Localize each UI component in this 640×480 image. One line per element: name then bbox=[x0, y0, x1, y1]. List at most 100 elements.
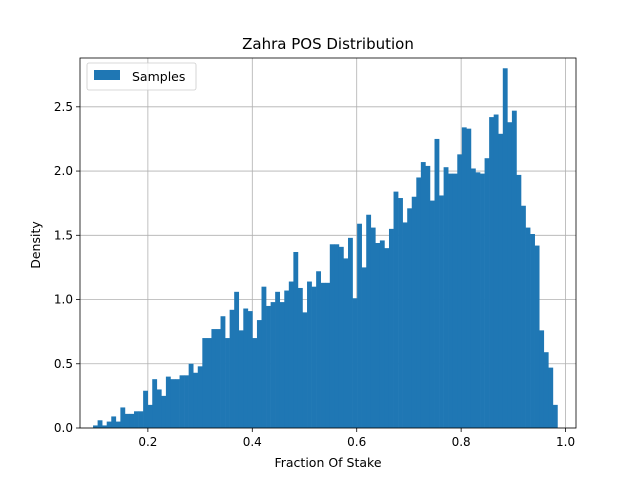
y-tick-label: 0.0 bbox=[54, 421, 73, 435]
histogram-bar bbox=[311, 286, 317, 428]
histogram-bar bbox=[270, 302, 276, 428]
histogram-bar bbox=[366, 214, 372, 428]
histogram-bar bbox=[361, 267, 367, 428]
axes-frame bbox=[79, 57, 577, 429]
histogram-bar bbox=[293, 251, 299, 428]
histogram-bar bbox=[161, 395, 167, 428]
histogram-bar bbox=[120, 407, 126, 428]
histogram-bar bbox=[129, 413, 135, 428]
histogram-bar bbox=[220, 316, 226, 428]
histogram-bar bbox=[97, 420, 103, 428]
histogram-bar bbox=[138, 411, 144, 428]
histogram-bar bbox=[302, 312, 308, 428]
histogram-bar bbox=[152, 379, 158, 428]
histogram-bar bbox=[165, 376, 171, 428]
legend: Samples bbox=[86, 62, 197, 91]
histogram-bar bbox=[457, 154, 463, 428]
histogram-bar bbox=[388, 228, 394, 428]
histogram-bar bbox=[502, 68, 508, 429]
bars-layer bbox=[93, 68, 558, 429]
y-tick-label: 1.0 bbox=[54, 293, 73, 307]
histogram-bar bbox=[379, 240, 385, 428]
histogram-bar bbox=[407, 208, 413, 428]
histogram-bar bbox=[434, 138, 440, 428]
histogram-bar bbox=[325, 282, 331, 428]
histogram-bar bbox=[320, 282, 326, 428]
x-tick-label: 0.2 bbox=[138, 435, 157, 449]
histogram-bar bbox=[252, 338, 258, 428]
histogram-bar bbox=[393, 191, 399, 428]
histogram-bar bbox=[297, 287, 303, 428]
histogram-bar bbox=[452, 173, 458, 428]
histogram-bar bbox=[334, 244, 340, 428]
histogram-bar bbox=[202, 338, 208, 428]
histogram-bar bbox=[197, 366, 203, 428]
histogram-bar bbox=[534, 245, 540, 428]
x-tick-label: 0.8 bbox=[452, 435, 471, 449]
histogram-bar bbox=[484, 158, 490, 429]
histogram-bar bbox=[284, 290, 290, 428]
histogram-bar bbox=[489, 117, 494, 428]
x-tick-label: 0.4 bbox=[243, 435, 262, 449]
histogram-bar bbox=[275, 291, 281, 428]
histogram-bar bbox=[521, 205, 526, 428]
histogram-bar bbox=[288, 281, 294, 428]
histogram-bar bbox=[416, 177, 422, 428]
histogram-bar bbox=[398, 198, 403, 428]
histogram-bar bbox=[343, 258, 349, 428]
y-axis-label: Density bbox=[28, 221, 43, 269]
histogram-bar bbox=[184, 375, 189, 428]
legend-swatch bbox=[94, 70, 120, 80]
histogram-bar bbox=[102, 425, 108, 428]
histogram-bar bbox=[516, 174, 522, 428]
histogram-bar bbox=[370, 227, 376, 428]
histogram-bar bbox=[420, 162, 426, 428]
histogram-bar bbox=[193, 372, 199, 428]
histogram-bar bbox=[179, 375, 185, 428]
histogram-bar bbox=[525, 227, 531, 428]
histogram-bar bbox=[338, 246, 344, 428]
histogram-bar bbox=[115, 421, 121, 428]
histogram-bar bbox=[480, 173, 485, 428]
histogram-bar bbox=[443, 167, 449, 428]
histogram-bar bbox=[279, 302, 285, 428]
histogram-bar bbox=[243, 308, 249, 428]
histogram-bar bbox=[511, 110, 517, 428]
histogram-bar bbox=[206, 338, 212, 428]
y-tick-label: 2.5 bbox=[54, 100, 73, 114]
histogram-bar bbox=[261, 286, 267, 428]
histogram-bar bbox=[111, 416, 117, 428]
y-tick-label: 0.5 bbox=[54, 357, 73, 371]
histogram-bar bbox=[425, 165, 431, 428]
histogram-bar bbox=[493, 114, 499, 429]
histogram-bar bbox=[106, 421, 112, 428]
histogram-bar bbox=[548, 367, 554, 428]
axes-layer: 0.2 0.4 0.6 0.8 1.0 0.0 0.5 1.0 1.5 2.0 2.5 bbox=[54, 57, 577, 449]
histogram-bar bbox=[238, 330, 244, 428]
chart-title: Zahra POS Distribution bbox=[242, 35, 414, 53]
histogram-bar bbox=[134, 411, 139, 428]
histogram-bar bbox=[329, 244, 335, 428]
histogram-bar bbox=[352, 298, 358, 428]
histogram-bar bbox=[307, 281, 312, 428]
histogram-bar bbox=[247, 311, 253, 428]
histogram-bar bbox=[143, 390, 148, 428]
histogram-bar bbox=[552, 404, 558, 428]
histogram-bar bbox=[93, 425, 98, 428]
histogram-bar bbox=[539, 330, 545, 428]
histogram-bar bbox=[448, 173, 454, 428]
x-tick-label: 1.0 bbox=[556, 435, 575, 449]
histogram-bar bbox=[170, 379, 176, 428]
histogram-bar bbox=[530, 234, 535, 428]
x-tick-label: 0.6 bbox=[347, 435, 366, 449]
histogram-bar bbox=[175, 379, 180, 428]
y-tick-label: 2.0 bbox=[54, 164, 73, 178]
histogram-bar bbox=[466, 128, 472, 428]
histogram-bar bbox=[384, 248, 390, 428]
y-tick-label: 1.5 bbox=[54, 228, 73, 242]
legend-box bbox=[86, 62, 197, 91]
histogram-bar bbox=[411, 196, 417, 428]
histogram-bar bbox=[375, 243, 381, 428]
